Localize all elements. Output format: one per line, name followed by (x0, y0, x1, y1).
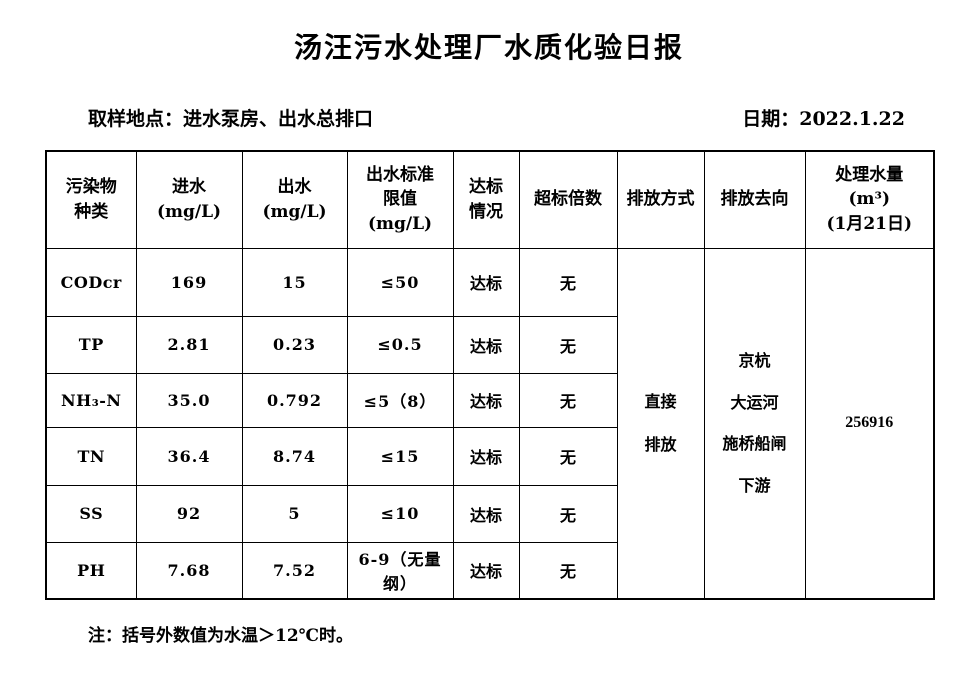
cell-status: 达标 (452, 372, 520, 428)
header-inflow: 进水 (mg/L) (135, 150, 243, 249)
cell-outflow: 7.52 (241, 541, 348, 600)
header-treated-volume: 处理水量 (m³) (1月21日) (804, 150, 935, 249)
header-discharge-destination: 排放去向 (703, 150, 806, 249)
cell-limit: ≤0.5 (346, 315, 454, 374)
cell-inflow: 2.81 (135, 315, 243, 374)
cell-status: 达标 (452, 426, 520, 486)
footnote: 注：括号外数值为水温＞12℃时。 (88, 626, 354, 646)
water-quality-table: 污染物 种类 进水 (mg/L) 出水 (mg/L) 出水标准 限值 (mg/L… (45, 150, 935, 600)
cell-outflow: 15 (241, 247, 348, 317)
cell-inflow: 169 (135, 247, 243, 317)
cell-exceed: 无 (518, 315, 618, 374)
header-outflow-limit: 出水标准 限值 (mg/L) (346, 150, 454, 249)
cell-exceed: 无 (518, 372, 618, 428)
cell-inflow: 36.4 (135, 426, 243, 486)
cell-inflow: 35.0 (135, 372, 243, 428)
cell-pollutant: PH (45, 541, 137, 600)
table-row-codcr: CODcr 169 15 ≤50 达标 无 直接 排放 京杭 大运河 施桥船闸 … (45, 247, 935, 600)
header-exceed-multiple: 超标倍数 (518, 150, 618, 249)
header-compliance-status: 达标 情况 (452, 150, 520, 249)
page-title: 汤汪污水处理厂水质化验日报 (293, 31, 684, 64)
report-date: 日期：2022.1.22 (742, 108, 905, 130)
table-row-ss: SS 92 5 ≤10 达标 无 (45, 484, 934, 543)
header-outflow: 出水 (mg/L) (241, 150, 348, 249)
cell-treated-volume: 256916 (804, 247, 935, 600)
cell-discharge-destination: 京杭 大运河 施桥船闸 下游 (703, 247, 806, 600)
cell-pollutant: TN (45, 426, 137, 486)
cell-status: 达标 (452, 315, 520, 374)
cell-status: 达标 (452, 541, 520, 600)
table-row-tp: TP 2.81 0.23 ≤0.5 达标 无 (45, 315, 934, 374)
table-row-tn: TN 36.4 8.74 ≤15 达标 无 (45, 426, 934, 486)
cell-status: 达标 (452, 484, 520, 543)
cell-limit: ≤50 (346, 247, 454, 317)
cell-outflow: 8.74 (241, 426, 348, 486)
meta-row: 取样地点：进水泵房、出水总排口 日期：2022.1.22 (0, 104, 978, 131)
cell-limit: ≤5（8） (346, 372, 454, 428)
cell-outflow: 0.792 (241, 372, 348, 428)
cell-pollutant: TP (45, 315, 137, 374)
cell-exceed: 无 (518, 484, 618, 543)
cell-inflow: 92 (135, 484, 243, 543)
cell-discharge-mode: 直接 排放 (616, 247, 705, 600)
cell-pollutant: SS (45, 484, 137, 543)
cell-exceed: 无 (518, 426, 618, 486)
sampling-location: 取样地点：进水泵房、出水总排口 (88, 108, 374, 130)
table-row-nh3n: NH₃-N 35.0 0.792 ≤5（8） 达标 无 (45, 372, 934, 428)
cell-limit: 6-9（无量纲） (346, 541, 454, 600)
cell-exceed: 无 (518, 247, 618, 317)
cell-limit: ≤10 (346, 484, 454, 543)
cell-status: 达标 (452, 247, 520, 317)
cell-pollutant: CODcr (45, 247, 137, 317)
header-pollutant-type: 污染物 种类 (45, 150, 137, 249)
header-discharge-mode: 排放方式 (616, 150, 705, 249)
cell-outflow: 0.23 (241, 315, 348, 374)
table-header-row: 污染物 种类 进水 (mg/L) 出水 (mg/L) 出水标准 限值 (mg/L… (45, 150, 935, 249)
cell-limit: ≤15 (346, 426, 454, 486)
table-row-ph: PH 7.68 7.52 6-9（无量纲） 达标 无 (45, 541, 934, 600)
cell-inflow: 7.68 (135, 541, 243, 600)
cell-exceed: 无 (518, 541, 618, 600)
cell-pollutant: NH₃-N (45, 372, 137, 428)
cell-outflow: 5 (241, 484, 348, 543)
